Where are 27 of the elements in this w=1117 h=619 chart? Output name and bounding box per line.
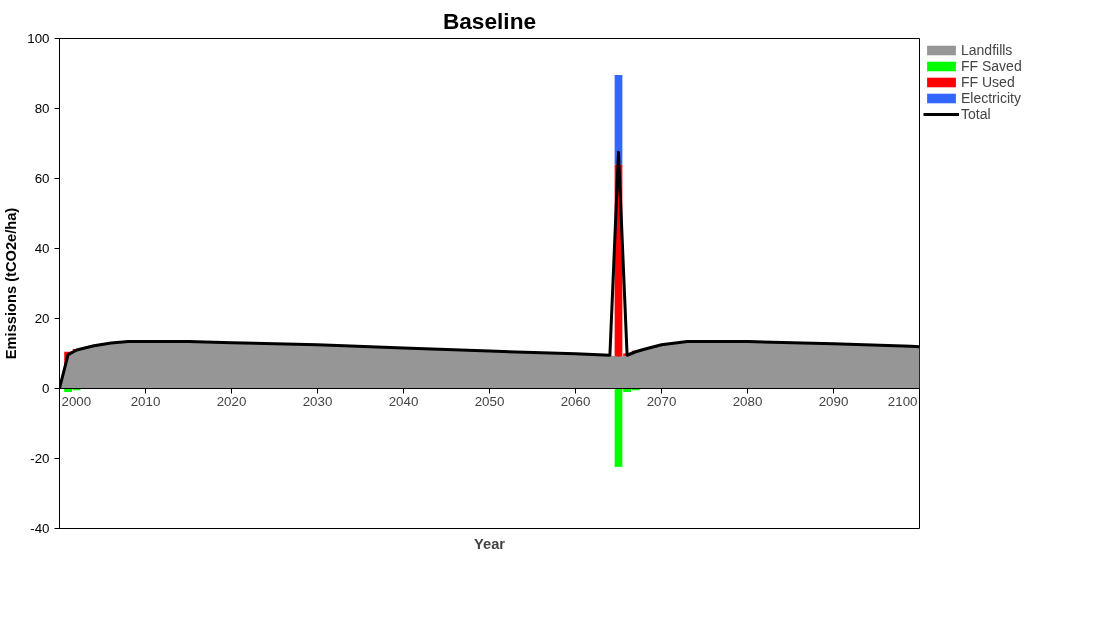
y-axis-title: Emissions (tCO2e/ha) — [3, 207, 20, 360]
chart-title: Baseline — [442, 7, 537, 34]
x-axis-title: Year — [474, 535, 506, 552]
x-tick-label: 2010 — [130, 393, 161, 409]
x-tick-label: 2080 — [732, 393, 763, 409]
y-tick-label: 80 — [34, 101, 50, 116]
x-tick-label: 2020 — [216, 393, 247, 409]
y-tick-label: 40 — [34, 241, 50, 256]
y-tick-label: -40 — [30, 521, 50, 536]
y-tick-label: 100 — [27, 31, 50, 46]
x-tick-label: 2090 — [818, 393, 849, 409]
x-tick-label: 2070 — [646, 393, 677, 409]
x-tick-label: 2000 — [61, 393, 92, 409]
y-tick-label: 60 — [34, 171, 50, 186]
x-tick-label: 2040 — [388, 393, 419, 409]
legend-label: Landfills — [961, 42, 1013, 58]
x-tick-label: 2030 — [302, 393, 333, 409]
x-tick-label: 2060 — [560, 393, 591, 409]
x-tick-label: 2050 — [474, 393, 505, 409]
legend-label: Electricity — [961, 90, 1021, 106]
legend-label: Total — [961, 106, 991, 122]
legend-label: FF Used — [961, 74, 1015, 90]
x-tick-label: 2100 — [887, 393, 918, 409]
legend-label: FF Saved — [961, 58, 1022, 74]
y-tick-label: -20 — [30, 451, 50, 466]
y-tick-label: 20 — [34, 311, 50, 326]
y-tick-label: 0 — [42, 381, 50, 396]
